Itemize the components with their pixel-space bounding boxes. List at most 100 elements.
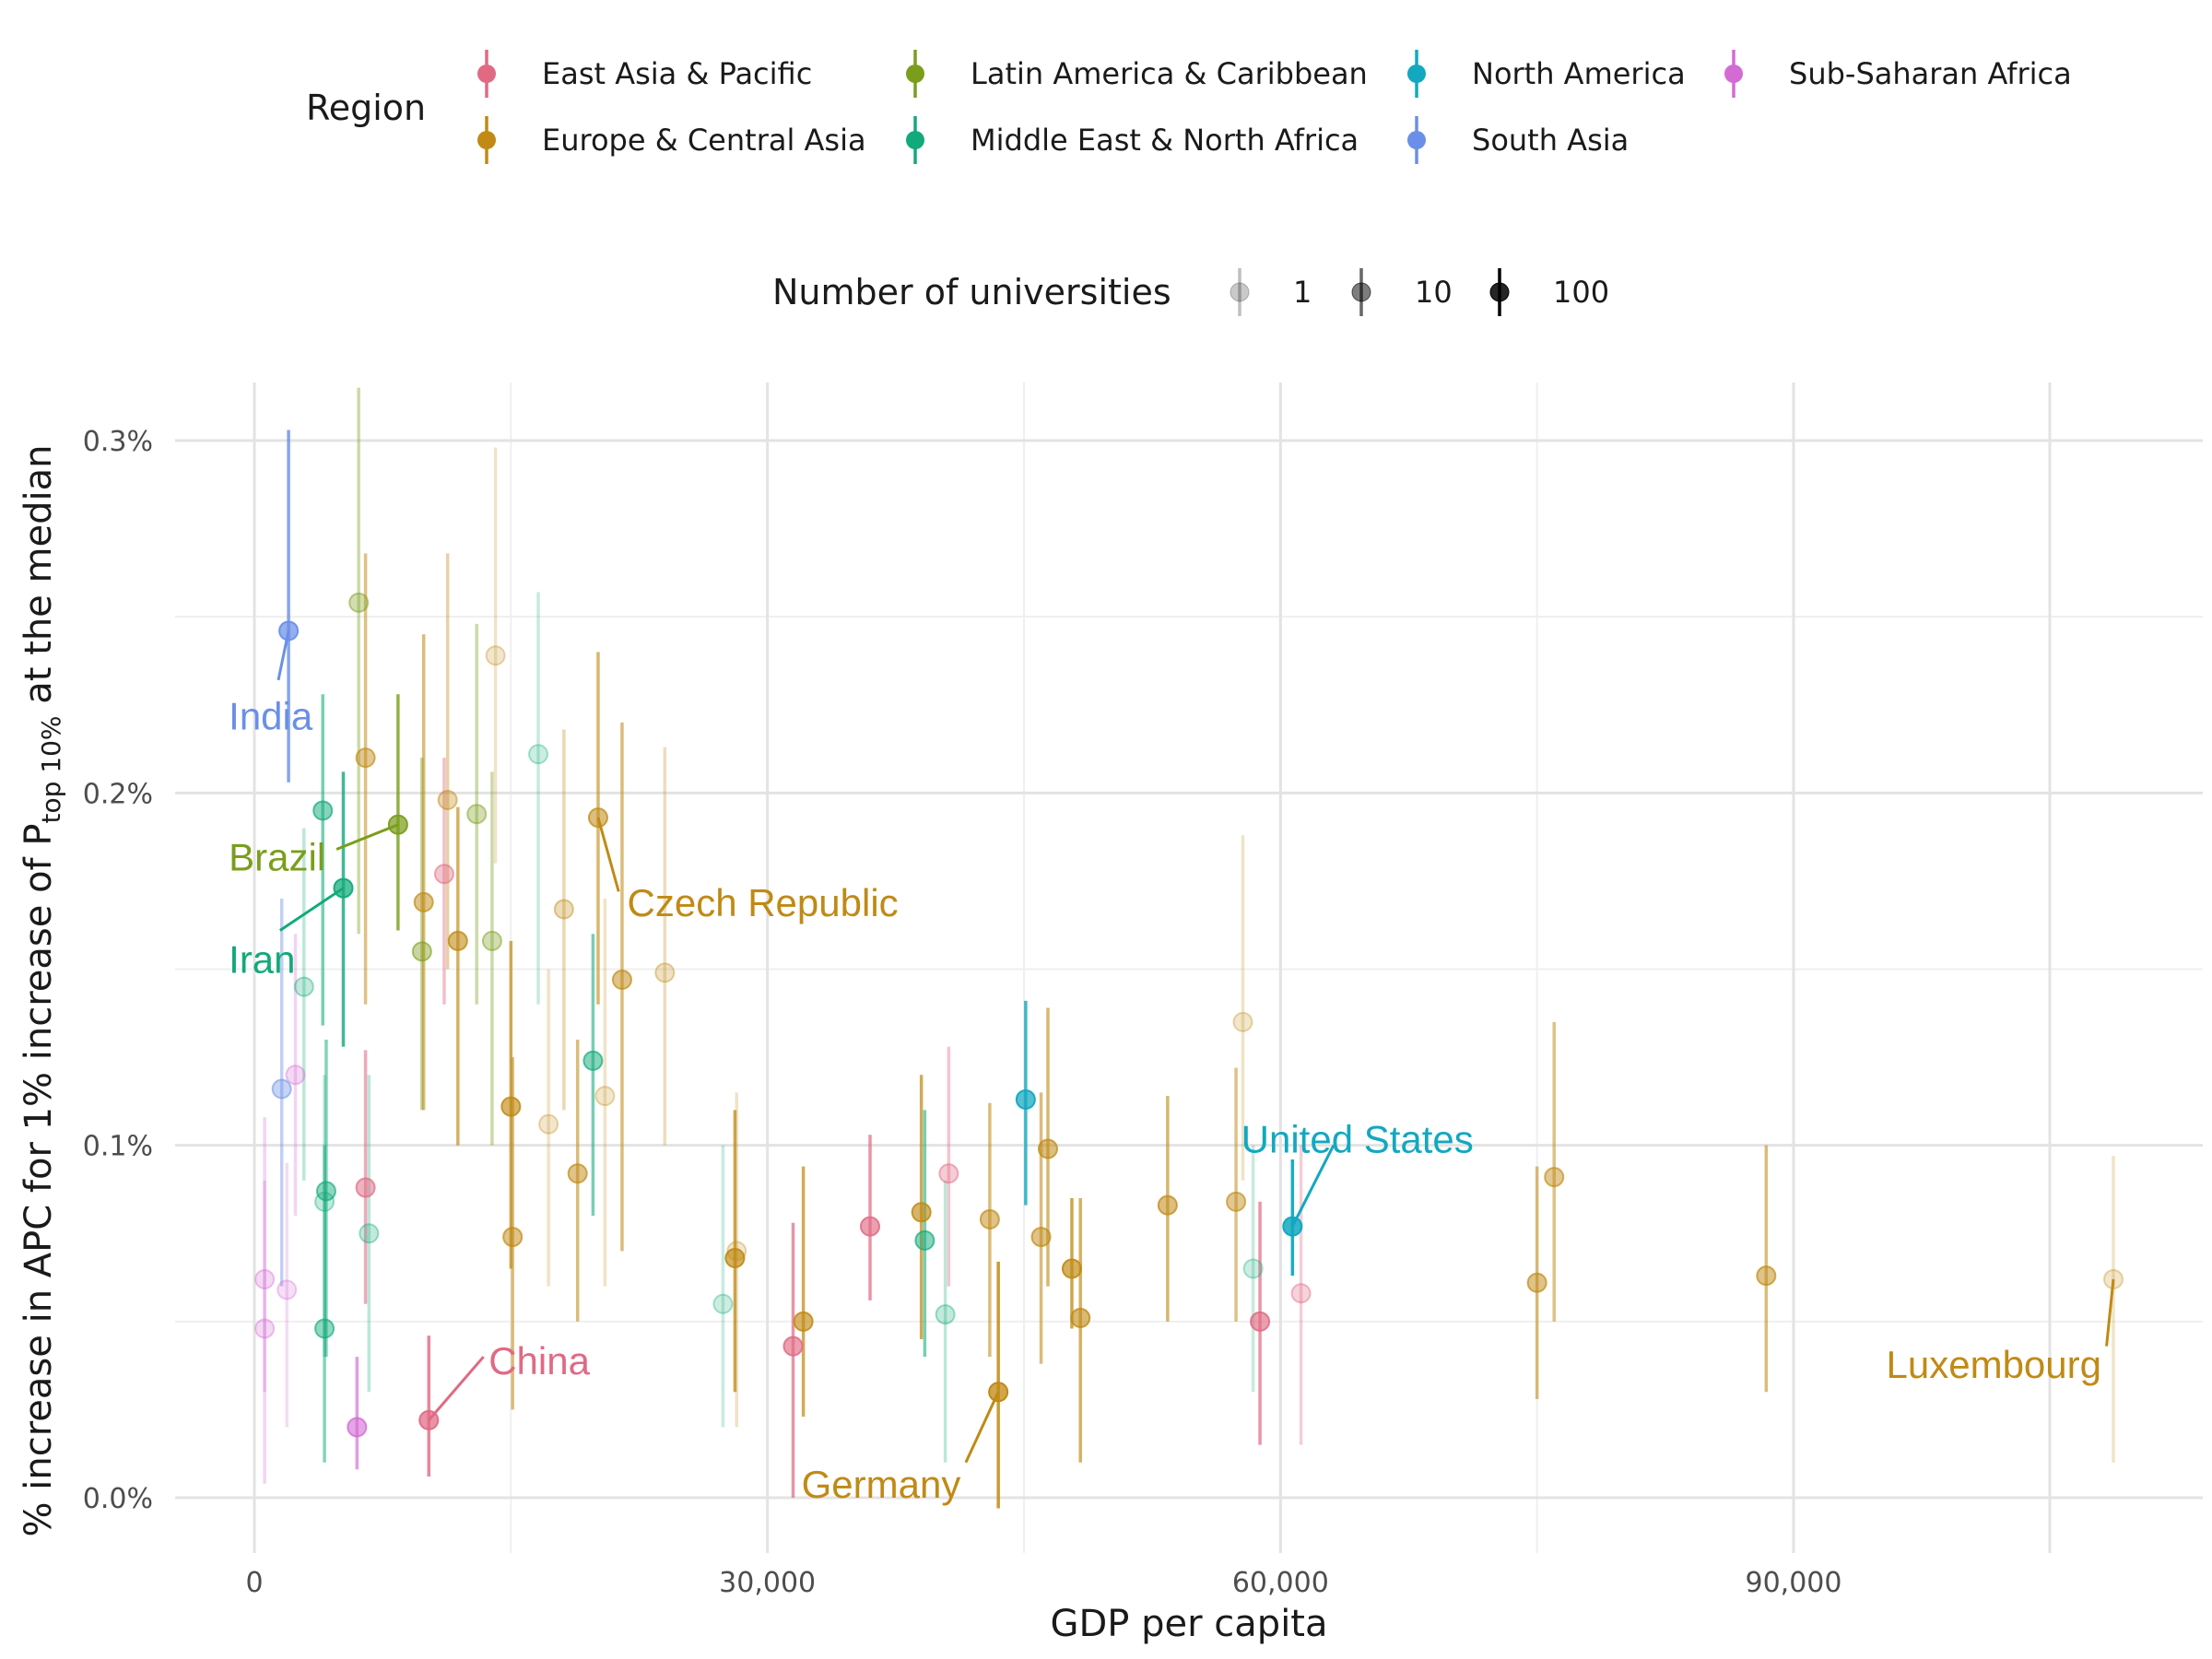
data-point [528,744,549,765]
data-point [411,941,432,962]
data-point [914,1230,935,1251]
x-tick-labels: 0 30,000 60,000 90,000 [245,1567,1841,1599]
region-legend-label: Europe & Central Asia [542,123,866,158]
data-point [979,1208,1000,1230]
annotation-label: Czech Republic [628,881,899,924]
data-point [1070,1308,1091,1329]
annotation-leader-line [335,823,399,851]
annotation-label: Germany [802,1463,961,1506]
region-legend-key-dot [477,131,496,149]
annotation-leader-line [2105,1278,2115,1347]
data-point [654,962,676,983]
region-legend-key-dot [477,65,496,83]
data-points [254,592,2124,1438]
data-point [1061,1258,1082,1279]
x-tick-label: 60,000 [1232,1567,1329,1599]
data-point [254,1268,276,1289]
y-tick-label: 0.3% [83,426,153,458]
x-tick-label: 90,000 [1746,1567,1842,1599]
data-point [1526,1272,1547,1293]
region-legend-label: North America [1472,56,1686,91]
region-legend: Region East Asia & Pacific Europe & Centr… [306,50,2072,164]
region-legend-title: Region [306,88,426,128]
data-point [726,1241,747,1262]
data-point [293,976,314,997]
y-axis-title-subscript: top 10% [36,715,66,823]
region-legend-key-dot [906,65,924,83]
data-point [447,930,468,951]
data-point [276,1279,298,1300]
annotation-leader-line [1290,1144,1335,1228]
region-legend-label: South Asia [1472,123,1629,158]
size-legend: Number of universities 1 10 100 [772,268,1609,316]
region-legend-label: East Asia & Pacific [542,56,812,91]
data-point [466,804,488,825]
data-point [793,1311,814,1332]
annotation-label: Iran [229,937,295,981]
annotation-label: Brazil [229,835,325,878]
data-point [553,899,574,920]
data-point [724,1248,746,1269]
data-point [485,645,506,666]
data-point [1157,1194,1178,1216]
data-point [314,1191,335,1212]
x-axis-title: GDP per capita [1051,1603,1328,1645]
data-point [567,1163,588,1184]
data-point [312,800,334,821]
data-point [481,930,502,951]
country-annotations: India Brazil Iran Czech Republic China German… [229,630,2115,1506]
annotation-leader-line [278,887,345,932]
size-legend-key-dot [1230,282,1250,302]
data-point [359,1223,380,1244]
data-point [433,864,454,885]
annotation-leader-line [428,1356,485,1421]
region-legend-label: Middle East & North Africa [971,123,1359,158]
x-tick-label: 0 [245,1567,263,1599]
data-point [285,1065,306,1086]
data-point [500,1096,522,1117]
annotation-leader-line [276,630,290,681]
annotation-leader-line [596,817,620,892]
data-point [1226,1191,1247,1212]
data-point [315,1181,336,1202]
data-point [347,1417,368,1438]
data-point [911,1202,932,1223]
y-tick-label: 0.2% [83,778,153,810]
data-point [1290,1283,1312,1304]
data-point [348,592,370,613]
annotation-label: China [488,1339,590,1382]
data-point [582,1050,604,1071]
region-legend-key-dot [906,131,924,149]
x-tick-label: 30,000 [719,1567,816,1599]
data-point [437,789,458,810]
size-legend-title: Number of universities [772,272,1171,312]
data-point [1015,1088,1036,1110]
data-point [1544,1167,1565,1188]
data-point [1756,1265,1777,1287]
size-legend-key-dot [1351,282,1371,302]
annotation-leader-line [964,1391,1000,1464]
data-point [538,1113,559,1135]
y-axis-title: % increase in APC for 1% increase of Pto… [18,445,66,1537]
data-point [782,1335,804,1357]
data-point [1037,1138,1058,1159]
data-point [938,1163,959,1184]
annotation-label: India [229,695,313,738]
size-legend-label: 1 [1293,275,1312,310]
region-legend-key-dot [1407,65,1426,83]
data-point [271,1078,292,1100]
data-point [1232,1011,1253,1032]
data-point [1250,1311,1271,1332]
data-point [355,747,376,769]
data-point [860,1216,880,1237]
data-point [314,1318,335,1339]
size-legend-key-dot [1489,282,1510,302]
y-tick-label: 0.1% [83,1131,153,1163]
region-legend-key-dot [1724,65,1743,83]
data-point [594,1086,616,1107]
region-legend-label: Latin America & Caribbean [971,56,1368,91]
data-point [355,1177,376,1198]
data-point [935,1304,956,1325]
y-axis-title-main: % increase in APC for 1% increase of P [18,824,60,1537]
